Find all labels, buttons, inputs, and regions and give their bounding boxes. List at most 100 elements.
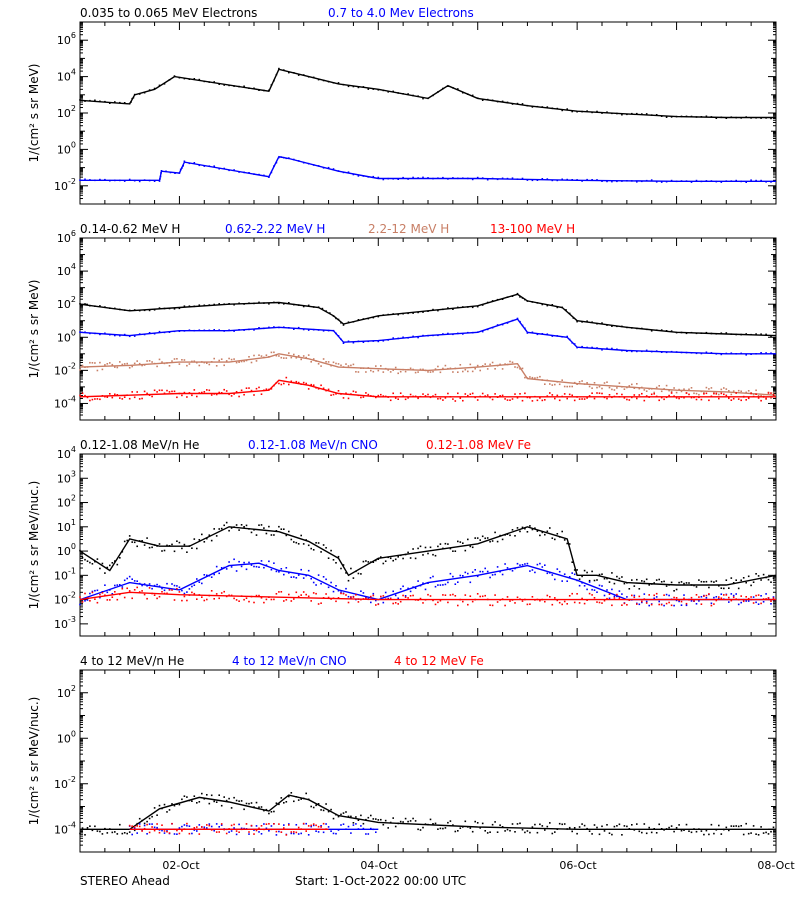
data-point — [275, 530, 278, 532]
data-point — [285, 801, 288, 803]
data-point — [402, 585, 404, 588]
data-point — [360, 396, 362, 399]
data-point — [633, 596, 636, 599]
data-point — [573, 573, 576, 576]
data-point — [317, 165, 320, 167]
data-point — [434, 603, 437, 606]
data-point — [143, 390, 146, 393]
data-point — [745, 600, 747, 602]
data-point — [114, 591, 116, 593]
data-point — [536, 831, 539, 834]
data-point — [143, 333, 146, 336]
data-point — [171, 822, 173, 825]
data-point — [616, 325, 618, 328]
data-point — [183, 330, 186, 332]
data-point — [233, 85, 235, 87]
data-point — [554, 383, 556, 386]
data-point — [534, 395, 536, 398]
data-point — [603, 830, 606, 832]
data-point — [171, 583, 173, 585]
data-point — [238, 302, 240, 305]
data-point — [91, 398, 94, 401]
data-point — [290, 831, 293, 833]
data-point — [462, 399, 464, 402]
data-point — [409, 590, 412, 593]
data-point — [695, 179, 698, 182]
data-point — [253, 833, 255, 835]
data-point — [728, 587, 730, 589]
data-point — [708, 388, 710, 390]
data-point — [302, 381, 305, 384]
data-point — [419, 829, 422, 831]
data-point — [641, 392, 643, 395]
data-point — [335, 813, 337, 816]
data-point — [708, 593, 710, 595]
data-point — [633, 594, 636, 597]
data-point — [402, 93, 404, 95]
data-point — [288, 824, 290, 826]
data-point — [268, 356, 270, 358]
data-point — [730, 593, 733, 595]
data-point — [273, 810, 275, 813]
data-point — [109, 564, 111, 567]
data-point — [94, 362, 96, 364]
data-point — [143, 827, 146, 830]
data-point — [616, 595, 618, 598]
data-point — [578, 398, 581, 400]
data-point — [737, 389, 740, 392]
data-point — [106, 599, 109, 601]
data-point — [158, 585, 161, 587]
data-point — [728, 829, 730, 832]
data-point — [730, 352, 733, 354]
data-point — [186, 822, 188, 825]
y-tick-label: 10-3 — [54, 615, 76, 631]
data-point — [297, 543, 300, 545]
data-point — [265, 827, 268, 830]
data-point — [208, 363, 211, 366]
data-point — [432, 370, 434, 373]
data-point — [191, 832, 193, 835]
data-point — [178, 541, 181, 544]
data-point — [476, 176, 479, 179]
data-point — [183, 824, 186, 826]
data-point — [372, 88, 375, 90]
data-point — [248, 561, 250, 564]
data-point — [486, 570, 489, 573]
data-point — [203, 827, 206, 830]
data-point — [621, 325, 623, 328]
data-point — [302, 305, 305, 308]
data-point — [327, 810, 330, 813]
data-point — [114, 307, 116, 310]
data-point — [573, 343, 576, 345]
data-point — [546, 106, 549, 108]
data-point — [457, 830, 459, 832]
data-point — [288, 823, 290, 825]
data-point — [613, 597, 616, 599]
data-point — [101, 368, 104, 371]
data-point — [723, 587, 725, 590]
data-point — [352, 85, 355, 88]
data-point — [732, 594, 735, 597]
data-point — [191, 360, 193, 363]
data-point — [325, 389, 327, 392]
data-point — [181, 394, 183, 397]
data-point — [370, 395, 372, 397]
data-point — [732, 582, 735, 584]
data-point — [663, 580, 665, 583]
data-point — [563, 600, 566, 603]
data-point — [283, 600, 285, 602]
data-point — [735, 392, 737, 394]
data-point — [685, 582, 688, 584]
data-point — [673, 387, 675, 389]
data-point — [725, 394, 728, 397]
data-point — [119, 593, 121, 596]
data-point — [688, 388, 690, 391]
data-point — [710, 823, 713, 826]
data-point — [439, 827, 442, 830]
y-tick-label: 100 — [57, 542, 76, 558]
data-point — [265, 598, 268, 601]
data-point — [760, 352, 762, 354]
data-point — [198, 539, 201, 541]
data-point — [536, 105, 539, 108]
data-point — [278, 571, 280, 573]
